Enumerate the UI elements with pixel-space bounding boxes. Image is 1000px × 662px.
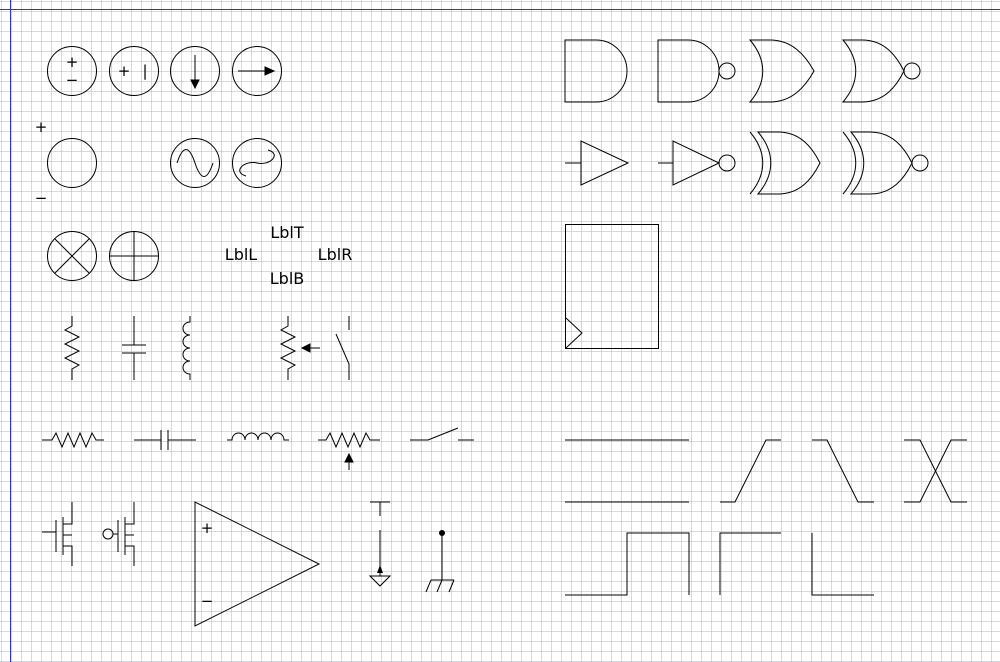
source-circle-icon[interactable]: + − — [35, 118, 97, 207]
pmos-icon[interactable] — [102, 502, 135, 566]
capacitor-vertical-icon[interactable] — [122, 316, 146, 380]
battery-cell-icon[interactable]: + | — [109, 46, 159, 96]
capacitor-horizontal-icon[interactable] — [134, 430, 196, 450]
source-plus: + — [35, 118, 48, 136]
rise-step-icon[interactable] — [719, 532, 781, 595]
label-bottom: LblB — [270, 269, 305, 288]
label-top: LblT — [270, 223, 304, 242]
opamp-minus: − — [201, 592, 214, 610]
cell-bar: | — [142, 62, 147, 80]
flip-flop-box-icon[interactable] — [565, 224, 659, 349]
potentiometer-vertical-icon[interactable] — [279, 316, 320, 380]
switch-horizontal-icon[interactable] — [410, 427, 474, 441]
xor-gate-icon[interactable] — [749, 131, 821, 195]
lamp-icon[interactable] — [47, 231, 97, 281]
label-right: LblR — [318, 245, 353, 264]
crossed-circle-icon[interactable] — [109, 231, 159, 281]
pulse-icon[interactable] — [565, 532, 690, 596]
switch-vertical-icon[interactable] — [335, 316, 350, 380]
ground-icon[interactable] — [368, 530, 392, 587]
bus-transition-icon[interactable] — [904, 439, 967, 503]
chassis-ground-icon[interactable] — [425, 530, 455, 593]
supply-rail-icon[interactable] — [370, 501, 390, 516]
vsource-minus: − — [66, 71, 79, 89]
voltage-source-icon[interactable]: + − — [47, 46, 97, 96]
opamp-plus: + — [201, 519, 214, 537]
label-demo: LblT LblL LblR LblB — [225, 223, 353, 288]
current-source-down-icon[interactable] — [170, 46, 220, 96]
ac-source-icon[interactable] — [170, 138, 220, 188]
inductor-vertical-icon[interactable] — [182, 316, 191, 380]
and-gate-icon[interactable] — [564, 39, 628, 103]
source-minus: − — [35, 189, 48, 207]
resistor-vertical-icon[interactable] — [63, 316, 81, 380]
falling-edge-icon[interactable] — [812, 439, 874, 503]
resistor-horizontal-icon[interactable] — [42, 431, 104, 449]
label-left: LblL — [225, 245, 258, 264]
fall-step-icon[interactable] — [811, 533, 874, 596]
bus-lines-icon[interactable] — [565, 439, 689, 503]
inductor-horizontal-icon[interactable] — [227, 432, 289, 441]
current-source-right-icon[interactable] — [232, 46, 282, 96]
nand-gate-icon[interactable] — [657, 39, 736, 103]
nmos-icon[interactable] — [42, 502, 73, 566]
vsource-plus: + — [66, 53, 79, 71]
nor-gate-icon[interactable] — [841, 39, 921, 103]
cell-plus: + — [118, 62, 131, 80]
ac-source-alt-icon[interactable] — [232, 138, 282, 188]
xnor-gate-icon[interactable] — [842, 131, 929, 195]
opamp-icon[interactable]: + − — [194, 501, 321, 627]
potentiometer-horizontal-icon[interactable] — [318, 431, 380, 470]
rising-edge-icon[interactable] — [720, 439, 781, 503]
or-gate-icon[interactable] — [748, 39, 815, 103]
inverter-icon[interactable] — [658, 140, 736, 186]
buffer-icon[interactable] — [565, 140, 630, 186]
